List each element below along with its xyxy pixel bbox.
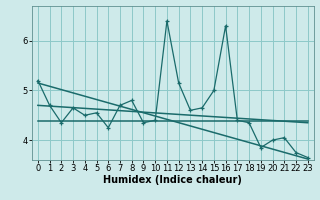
X-axis label: Humidex (Indice chaleur): Humidex (Indice chaleur) <box>103 175 242 185</box>
